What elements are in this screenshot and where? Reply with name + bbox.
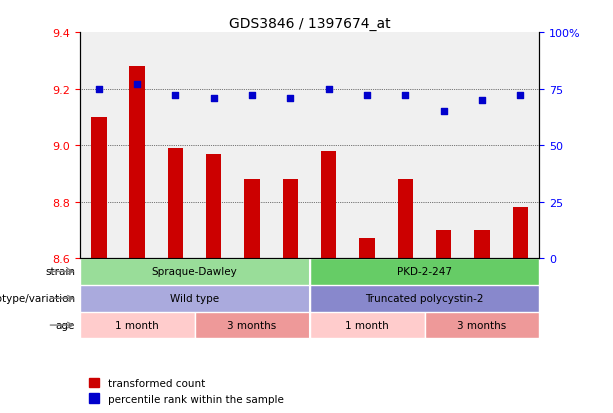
Text: 3 months: 3 months [227, 320, 276, 330]
FancyBboxPatch shape [80, 259, 310, 285]
Point [324, 86, 333, 93]
Point [286, 95, 295, 102]
Text: Wild type: Wild type [170, 294, 219, 304]
Point [516, 93, 525, 100]
Bar [436, 230, 451, 259]
Bar [206, 154, 221, 259]
Bar [474, 230, 490, 259]
Point [247, 93, 257, 100]
Point [362, 93, 372, 100]
Text: Spraque-Dawley: Spraque-Dawley [152, 267, 237, 277]
Text: 1 month: 1 month [115, 320, 159, 330]
Bar [91, 118, 107, 259]
Text: genotype/variation: genotype/variation [0, 294, 75, 304]
Point [170, 93, 180, 100]
Text: Truncated polycystin-2: Truncated polycystin-2 [365, 294, 484, 304]
Point [477, 97, 487, 104]
Title: GDS3846 / 1397674_at: GDS3846 / 1397674_at [229, 17, 390, 31]
Point [400, 93, 410, 100]
Text: 1 month: 1 month [345, 320, 389, 330]
FancyBboxPatch shape [424, 312, 539, 339]
Text: strain: strain [45, 267, 75, 277]
Bar [245, 180, 260, 259]
Text: age: age [56, 320, 75, 330]
Bar [398, 180, 413, 259]
Bar [129, 67, 145, 259]
Text: 3 months: 3 months [457, 320, 506, 330]
FancyBboxPatch shape [310, 312, 424, 339]
Bar [359, 239, 375, 259]
Point [439, 109, 449, 115]
Point [94, 86, 104, 93]
Point [132, 81, 142, 88]
FancyBboxPatch shape [80, 312, 195, 339]
Bar [321, 151, 337, 259]
Text: PKD-2-247: PKD-2-247 [397, 267, 452, 277]
Bar [168, 149, 183, 259]
FancyBboxPatch shape [80, 285, 310, 312]
Bar [283, 180, 298, 259]
FancyBboxPatch shape [310, 259, 539, 285]
Point [209, 95, 219, 102]
Legend: transformed count, percentile rank within the sample: transformed count, percentile rank withi… [85, 374, 288, 408]
FancyBboxPatch shape [195, 312, 310, 339]
FancyBboxPatch shape [310, 285, 539, 312]
Bar [512, 208, 528, 259]
